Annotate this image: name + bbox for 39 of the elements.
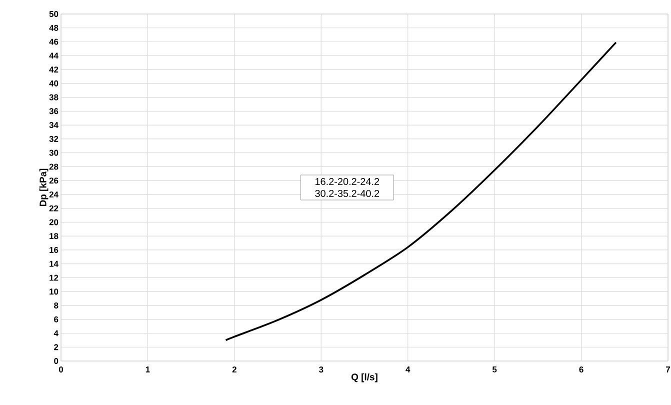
y-tick-label: 20 — [49, 219, 58, 226]
x-tick-label: 0 — [58, 366, 64, 373]
y-tick-label: 10 — [50, 288, 58, 295]
x-tick-label: 6 — [579, 366, 584, 373]
y-tick-label: 14 — [50, 260, 58, 267]
annotation: 30.2-35.2-40.2 — [315, 190, 380, 197]
x-tick-label: 5 — [492, 366, 497, 372]
y-tick-label: 24 — [49, 191, 58, 198]
y-tick-label: 38 — [49, 94, 58, 100]
y-tick-label: 0 — [54, 358, 58, 364]
x-axis-title: Q [l/s] — [351, 373, 378, 382]
x-tick-label: 3 — [318, 366, 324, 373]
y-tick-label: 42 — [49, 66, 58, 72]
y-tick-label: 40 — [49, 80, 58, 86]
y-tick-label: 4 — [54, 330, 58, 336]
y-tick-label: 48 — [49, 24, 58, 31]
y-axis-title: Dp [kPa] — [39, 168, 48, 206]
y-tick-label: 50 — [49, 11, 58, 17]
y-tick-label: 32 — [49, 136, 58, 142]
x-tick-label: 2 — [232, 366, 236, 372]
y-tick-label: 36 — [49, 108, 58, 114]
y-tick-label: 30 — [49, 150, 58, 156]
line-series — [224, 42, 617, 342]
y-tick-label: 46 — [49, 38, 58, 45]
y-tick-label: 2 — [54, 344, 58, 350]
y-tick-label: 16 — [50, 246, 58, 253]
y-tick-label: 44 — [49, 52, 58, 59]
x-tick-label: 4 — [406, 366, 410, 372]
y-tick-label: 34 — [49, 122, 58, 128]
y-tick-label: 22 — [49, 205, 58, 212]
y-tick-label: 8 — [54, 302, 58, 308]
annotation: 16.2-20.2-24.2 — [316, 178, 380, 186]
y-tick-label: 18 — [50, 233, 58, 240]
y-tick-label: 28 — [49, 164, 58, 170]
y-tick-label: 12 — [50, 274, 58, 281]
x-tick-label: 1 — [146, 366, 150, 372]
y-tick-label: 26 — [49, 178, 58, 184]
x-tick-label: 7 — [666, 366, 670, 372]
y-tick-label: 6 — [54, 316, 58, 322]
